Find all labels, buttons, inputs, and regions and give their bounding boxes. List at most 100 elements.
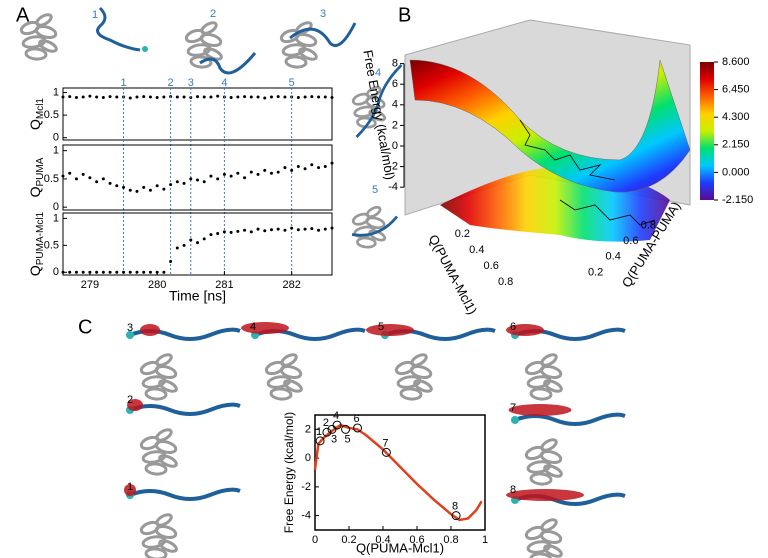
z-tick-label: 2	[392, 119, 398, 131]
helix	[158, 454, 178, 468]
helix	[529, 387, 553, 401]
data-point	[128, 188, 132, 192]
state-point	[315, 436, 325, 446]
y-tick-label: 0	[53, 132, 59, 144]
data-point	[290, 226, 294, 230]
state-point	[341, 424, 351, 434]
helix	[365, 96, 386, 110]
data-point	[243, 176, 247, 180]
helix	[24, 47, 48, 61]
data-point	[74, 95, 78, 99]
data-point	[296, 228, 300, 232]
data-point	[256, 95, 260, 99]
data-point	[283, 228, 287, 232]
colorbar-tick-label: 2.150	[722, 139, 750, 151]
data-point	[115, 184, 119, 188]
data-point	[175, 180, 179, 184]
y-axis-label: QPUMA	[27, 157, 46, 197]
y-tick-label: 0.8	[641, 220, 656, 232]
data-point	[263, 168, 267, 172]
colorbar-tick-label: 4.300	[722, 111, 750, 123]
data-point	[95, 95, 99, 99]
y-axis-label: QMcl1	[27, 98, 46, 130]
state-point	[353, 423, 362, 433]
data-point	[290, 168, 294, 172]
protein-structure	[524, 353, 563, 401]
data-point	[243, 95, 247, 99]
y-tick-label: 0	[305, 452, 311, 464]
data-point	[323, 95, 327, 99]
structure-label: 1	[127, 481, 133, 493]
structure-label: 4	[375, 67, 381, 79]
data-point	[317, 166, 321, 170]
protein-structure	[351, 205, 399, 249]
data-point	[189, 177, 193, 181]
helix	[529, 552, 553, 558]
x-tick-label: 0.6	[484, 260, 499, 272]
x-tick-label: 0	[312, 534, 318, 546]
state-label: 2	[323, 417, 329, 429]
data-point	[229, 230, 233, 234]
data-point	[269, 95, 273, 99]
data-point	[222, 230, 226, 234]
density	[124, 484, 136, 496]
data-point	[330, 95, 334, 99]
data-point	[209, 174, 213, 178]
helix	[200, 21, 218, 35]
data-point	[303, 95, 307, 99]
trajectory	[559, 199, 656, 226]
data-point	[155, 184, 159, 188]
helix	[154, 440, 178, 454]
data-point	[115, 95, 119, 99]
helix	[409, 365, 433, 379]
x-tick-label: 282	[282, 279, 300, 291]
y-axis-label: QPUMA-Mcl1	[27, 211, 46, 276]
peptide-end	[142, 46, 148, 52]
helix	[294, 33, 318, 47]
state-point	[332, 420, 342, 430]
helix	[356, 236, 377, 249]
density	[506, 489, 584, 501]
helix	[539, 365, 563, 379]
structure-label: 8	[510, 484, 516, 496]
data-point	[256, 172, 260, 176]
state-label: 6	[353, 413, 359, 425]
helix	[158, 379, 178, 393]
data-point	[310, 95, 314, 99]
z-tick-label: -2	[388, 161, 398, 173]
z-tick-label: 0	[392, 140, 398, 152]
plot-frame	[62, 87, 333, 141]
data-point	[283, 95, 287, 99]
data-point	[148, 188, 152, 192]
x-tick-label: 0.4	[375, 534, 390, 546]
helix	[155, 513, 173, 527]
density	[140, 324, 160, 336]
plot-frame	[314, 414, 486, 531]
helix	[540, 518, 558, 532]
data-point	[88, 176, 92, 180]
data-point	[61, 95, 65, 99]
structure-label: 5	[372, 184, 378, 196]
data-point	[162, 270, 166, 274]
data-point	[74, 177, 78, 181]
helix	[413, 379, 433, 393]
helix	[399, 387, 423, 401]
protein-structure	[184, 21, 257, 75]
data-point	[115, 270, 119, 274]
helix	[199, 33, 223, 47]
data-point	[182, 243, 186, 247]
colorbar	[700, 62, 714, 200]
data-point	[317, 228, 321, 232]
data-point	[162, 187, 166, 191]
structure-label: 1	[92, 9, 98, 21]
protein-structure	[139, 513, 178, 558]
data-point	[61, 270, 65, 274]
state-label: 8	[452, 501, 458, 513]
protein-structure	[524, 518, 563, 558]
helix	[283, 379, 303, 393]
data-point	[175, 95, 179, 99]
data-point	[162, 95, 166, 99]
y-tick-label: 0	[53, 266, 59, 278]
data-point	[155, 95, 159, 99]
